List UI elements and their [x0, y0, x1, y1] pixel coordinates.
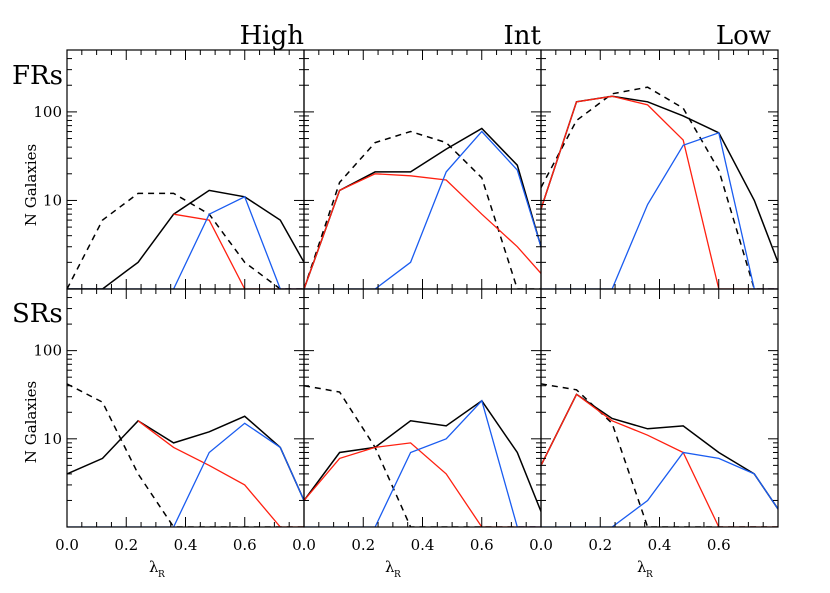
- xlabel-col1: λ R: [149, 558, 165, 580]
- series-line-blue: [541, 131, 778, 289]
- xlabel-lambda: λ: [637, 558, 647, 576]
- y-tick-label: 100: [33, 342, 62, 360]
- x-tick-label: 0.6: [470, 536, 494, 554]
- ylabel-top: N Galaxies: [22, 144, 40, 226]
- series-line-black-dashed: [67, 383, 304, 527]
- series-line-black: [67, 189, 304, 289]
- xlabel-col3: λ R: [637, 558, 653, 580]
- series-line-black-dashed: [541, 383, 778, 527]
- x-tick-label: 0.2: [351, 536, 375, 554]
- x-tick-label: 0.4: [411, 536, 435, 554]
- series-group: [541, 86, 778, 289]
- row-title-frs: FRs: [12, 61, 63, 91]
- series-line-black-dashed: [541, 86, 778, 289]
- series-line-black-dashed: [304, 384, 541, 527]
- xlabel-sub: R: [158, 570, 165, 580]
- ylabel-bottom: N Galaxies: [22, 381, 40, 463]
- panel-srs-high: 10 100 0.0 0.2 0.4 0.6: [33, 288, 305, 554]
- panel-frame: [66, 288, 305, 528]
- panel-frame: [540, 288, 779, 528]
- y-tick-label: 100: [33, 103, 62, 121]
- series-line-black: [304, 399, 541, 512]
- panel-frame: [66, 49, 305, 290]
- panel-frame: [540, 49, 779, 290]
- x-tick-label: 0.6: [233, 536, 257, 554]
- x-tick-label: 0.4: [648, 536, 672, 554]
- panel-srs-int: 0.0 0.2 0.4 0.6: [292, 288, 542, 554]
- series-line-red: [173, 213, 304, 289]
- x-tick-label: 0.2: [114, 536, 138, 554]
- series-line-black-dashed: [304, 130, 541, 289]
- series-line-blue: [304, 399, 541, 527]
- xlabel-sub: R: [394, 570, 401, 580]
- panel-srs-low: 0.0 0.2 0.4 0.6: [529, 288, 779, 554]
- x-tick-label: 0.4: [174, 536, 198, 554]
- column-title-int: Int: [504, 21, 542, 51]
- x-tick-label: 0.6: [707, 536, 731, 554]
- series-group: [67, 383, 304, 527]
- series-group: [304, 384, 541, 527]
- series-line-blue: [67, 195, 304, 289]
- column-title-low: Low: [716, 21, 771, 51]
- panels-group: 10 100 10 100 0.0 0.2 0.4 0.6 0.0 0.2 0.4 0.6 0.0 0.2…: [33, 49, 779, 554]
- series-group: [67, 189, 304, 289]
- xlabel-sub: R: [646, 570, 653, 580]
- series-line-black-dashed: [67, 192, 304, 289]
- series-line-red: [304, 173, 541, 289]
- row-title-srs: SRs: [12, 299, 63, 329]
- panel-frs-high: 10 100: [33, 49, 305, 290]
- x-tick-label: 0.2: [588, 536, 612, 554]
- series-line-red: [137, 420, 304, 527]
- series-line-black: [541, 393, 778, 510]
- xlabel-col2: λ R: [385, 558, 401, 580]
- xlabel-lambda: λ: [149, 558, 159, 576]
- series-line-black: [304, 127, 541, 289]
- series-line-blue: [304, 130, 541, 289]
- series-group: [304, 127, 541, 289]
- series-line-red: [541, 393, 778, 527]
- series-line-red: [304, 442, 541, 527]
- x-tick-label: 0.0: [292, 536, 316, 554]
- panel-frame: [303, 288, 542, 528]
- series-line-blue: [541, 451, 778, 527]
- series-line-black: [67, 415, 304, 501]
- xlabel-lambda: λ: [385, 558, 395, 576]
- series-line-red: [541, 95, 778, 289]
- column-title-high: High: [240, 21, 305, 51]
- y-tick-label: 10: [43, 191, 62, 209]
- x-tick-label: 0.0: [529, 536, 553, 554]
- panel-frame: [303, 49, 542, 290]
- panel-frs-int: [303, 49, 542, 290]
- x-tick-label: 0.0: [55, 536, 79, 554]
- series-line-blue: [67, 422, 304, 527]
- series-group: [541, 383, 778, 527]
- y-tick-label: 10: [43, 430, 62, 448]
- panel-frs-low: [540, 49, 779, 290]
